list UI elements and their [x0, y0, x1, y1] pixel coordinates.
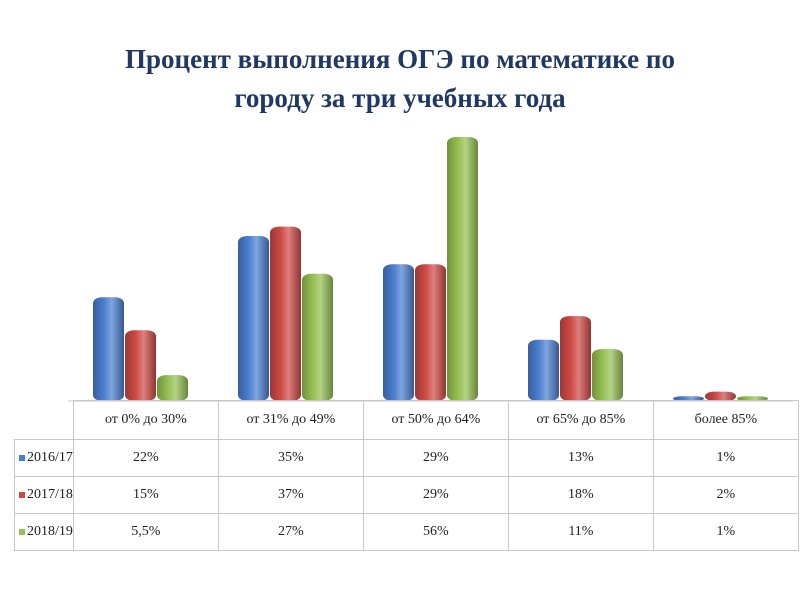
data-label: 1%	[652, 513, 799, 551]
series-name: 2016/17	[27, 450, 73, 465]
bar-2016-17-1	[238, 236, 269, 401]
chart-title-line-1: Процент выполнения ОГЭ по математике по	[125, 44, 675, 74]
chart-title: Процент выполнения ОГЭ по математике по …	[0, 40, 800, 118]
legend-swatch-2016-17	[19, 454, 25, 461]
series-name: 2018/19	[27, 524, 73, 539]
category-label: от 50% до 64%	[362, 400, 509, 440]
category-label: от 65% до 85%	[507, 400, 654, 440]
data-label: 27%	[217, 513, 364, 551]
data-label: 2%	[652, 476, 799, 514]
bar-2016-17-2	[383, 264, 414, 401]
table-corner	[14, 400, 74, 440]
data-label: 35%	[217, 439, 364, 477]
bar-2018-19-3	[592, 349, 623, 401]
table-row: 2017/18 15% 37% 29% 18% 2%	[14, 476, 799, 514]
data-label: 29%	[362, 476, 509, 514]
table-header-row: от 0% до 30% от 31% до 49% от 50% до 64%…	[14, 400, 799, 440]
category-label: от 0% до 30%	[72, 400, 219, 440]
series-row-header: 2016/17	[14, 439, 74, 477]
series-row-header: 2018/19	[14, 513, 74, 551]
data-table: от 0% до 30% от 31% до 49% от 50% до 64%…	[14, 400, 799, 551]
data-label: 56%	[362, 513, 509, 551]
category-label: более 85%	[652, 400, 799, 440]
data-label: 5,5%	[72, 513, 219, 551]
data-label: 13%	[507, 439, 654, 477]
data-label: 15%	[72, 476, 219, 514]
chart-title-line-2: городу за три учебных года	[234, 83, 566, 113]
legend-swatch-2018-19	[19, 528, 25, 535]
series-name: 2017/18	[27, 487, 73, 502]
bar-2016-17-3	[528, 339, 559, 401]
bar-2017-18-1	[270, 226, 301, 401]
bar-2018-19-4	[737, 396, 768, 401]
legend-swatch-2017-18	[19, 491, 25, 498]
data-label: 37%	[217, 476, 364, 514]
table-row: 2018/19 5,5% 27% 56% 11% 1%	[14, 513, 799, 551]
bar-2018-19-0	[157, 375, 188, 401]
table-row: 2016/17 22% 35% 29% 13% 1%	[14, 439, 799, 477]
bar-2017-18-4	[705, 391, 736, 401]
data-label: 29%	[362, 439, 509, 477]
bar-2018-19-2	[447, 137, 478, 401]
bar-2016-17-0	[93, 297, 124, 401]
category-label: от 31% до 49%	[217, 400, 364, 440]
bar-2017-18-2	[415, 264, 446, 401]
series-row-header: 2017/18	[14, 476, 74, 514]
data-label: 22%	[72, 439, 219, 477]
bar-2018-19-1	[302, 273, 333, 401]
data-label: 18%	[507, 476, 654, 514]
bar-2016-17-4	[673, 396, 704, 401]
data-label: 1%	[652, 439, 799, 477]
data-label: 11%	[507, 513, 654, 551]
bar-2017-18-3	[560, 316, 591, 401]
bar-2017-18-0	[125, 330, 156, 401]
